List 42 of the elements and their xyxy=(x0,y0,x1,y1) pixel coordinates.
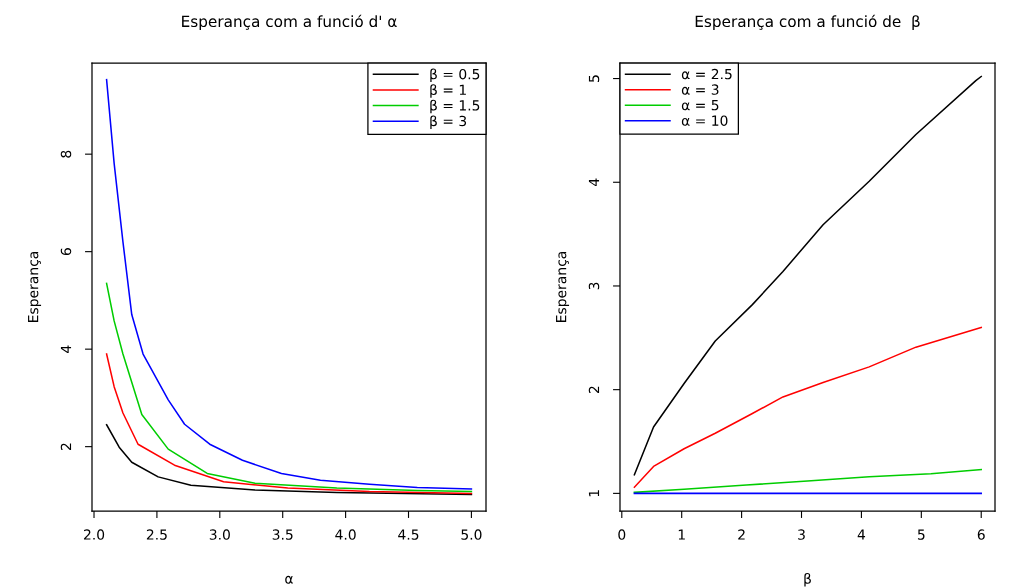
x-tick-label: 2 xyxy=(738,529,745,540)
x-tick-label: 3 xyxy=(798,529,805,540)
chart-title: Esperança com a funció d' α xyxy=(182,14,397,31)
y-tick-label: 5 xyxy=(588,75,600,82)
y-tick-label: 6 xyxy=(60,248,72,256)
legend-label: α = 10 xyxy=(681,115,728,126)
x-tick-label: 4 xyxy=(857,529,866,540)
line-series xyxy=(633,468,982,494)
line-series xyxy=(633,326,982,488)
x-tick-label: 0 xyxy=(618,529,626,540)
y-axis-title: Esperança xyxy=(28,251,42,322)
y-tick-label: 3 xyxy=(588,282,600,290)
legend-label: α = 3 xyxy=(681,84,719,95)
x-tick-label: 4.5 xyxy=(398,529,419,540)
x-tick-label: 5.0 xyxy=(461,529,482,540)
x-tick-label: 5 xyxy=(917,529,925,540)
y-tick-label: 8 xyxy=(60,150,72,158)
x-axis-title: α xyxy=(285,575,293,584)
x-tick-label: 2.5 xyxy=(146,529,167,540)
legend-label: β = 0.5 xyxy=(430,68,480,83)
legend-label: α = 5 xyxy=(681,100,719,111)
y-axis-title: Esperança xyxy=(556,251,570,322)
x-axis-title: β xyxy=(804,573,811,587)
chart-title: Esperança com a funció de β xyxy=(695,14,920,31)
y-tick-label: 2 xyxy=(588,386,600,394)
x-tick-label: 6 xyxy=(977,529,985,540)
x-tick-label: 4.0 xyxy=(335,529,356,540)
x-tick-label: 3.0 xyxy=(209,529,230,540)
x-tick-label: 3.5 xyxy=(272,529,293,540)
legend-label: β = 1.5 xyxy=(430,99,480,114)
y-tick-label: 4 xyxy=(60,345,72,353)
legend-label: α = 2.5 xyxy=(681,68,732,80)
legend-label: β = 3 xyxy=(430,115,467,129)
y-tick-label: 2 xyxy=(60,443,72,451)
x-tick-label: 2.0 xyxy=(83,529,105,540)
x-tick-label: 1 xyxy=(678,529,685,540)
y-tick-label: 4 xyxy=(588,178,600,186)
y-tick-label: 1 xyxy=(588,490,600,497)
legend-label: β = 1 xyxy=(430,84,466,98)
line-series xyxy=(105,282,473,493)
line-series xyxy=(105,353,473,495)
line-series xyxy=(105,423,473,496)
